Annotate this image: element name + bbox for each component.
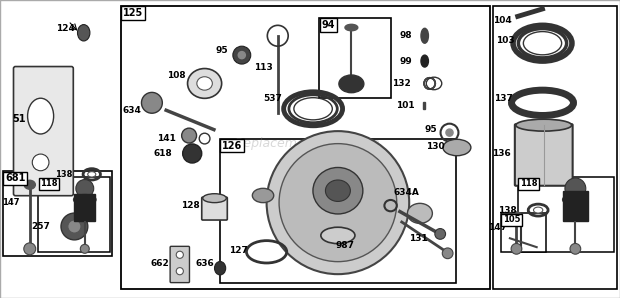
Text: 118: 118	[40, 179, 58, 188]
Text: 113: 113	[254, 63, 273, 72]
Ellipse shape	[267, 131, 409, 274]
Text: 104: 104	[493, 16, 512, 25]
Text: 127: 127	[229, 246, 247, 255]
Ellipse shape	[533, 207, 543, 213]
Text: 662: 662	[151, 259, 169, 268]
Text: 681: 681	[5, 173, 25, 183]
Ellipse shape	[516, 119, 572, 131]
Bar	[74, 194, 95, 221]
Ellipse shape	[443, 139, 471, 156]
Text: 98: 98	[400, 31, 412, 40]
Circle shape	[183, 144, 202, 163]
Ellipse shape	[197, 77, 212, 90]
Text: 95: 95	[425, 125, 437, 134]
Ellipse shape	[27, 98, 54, 134]
FancyBboxPatch shape	[515, 124, 573, 186]
FancyBboxPatch shape	[14, 66, 73, 196]
Ellipse shape	[421, 28, 428, 43]
Bar	[319, 18, 391, 98]
Ellipse shape	[326, 180, 350, 201]
Ellipse shape	[88, 172, 95, 177]
Text: 634A: 634A	[393, 188, 419, 197]
Bar	[121, 6, 490, 289]
Circle shape	[565, 178, 586, 199]
Circle shape	[182, 128, 197, 143]
Circle shape	[238, 52, 246, 59]
Bar	[501, 213, 546, 252]
Text: 141: 141	[157, 134, 175, 143]
Bar	[38, 177, 110, 252]
Text: 130: 130	[426, 142, 445, 150]
Circle shape	[24, 243, 36, 255]
Circle shape	[141, 92, 162, 113]
Text: 94: 94	[321, 20, 335, 30]
Circle shape	[233, 46, 250, 64]
Text: 987: 987	[336, 241, 355, 250]
Text: 126: 126	[222, 141, 242, 150]
Circle shape	[68, 220, 81, 233]
Text: 125: 125	[123, 8, 143, 18]
FancyBboxPatch shape	[170, 246, 190, 283]
Ellipse shape	[187, 69, 222, 98]
Text: 118: 118	[520, 179, 537, 188]
FancyBboxPatch shape	[202, 197, 228, 220]
Text: 257: 257	[31, 222, 50, 231]
Circle shape	[446, 129, 453, 136]
Circle shape	[176, 268, 184, 275]
Text: 636: 636	[195, 259, 214, 268]
Circle shape	[570, 243, 581, 254]
Ellipse shape	[339, 75, 364, 93]
Text: 147: 147	[2, 198, 20, 207]
Ellipse shape	[407, 203, 432, 224]
Bar	[493, 6, 617, 289]
Ellipse shape	[215, 262, 226, 275]
Text: 537: 537	[264, 94, 282, 103]
Text: 128: 128	[181, 201, 200, 210]
Ellipse shape	[78, 24, 90, 41]
Circle shape	[76, 179, 94, 198]
Text: 618: 618	[154, 149, 172, 158]
Circle shape	[435, 229, 446, 239]
Bar	[563, 191, 588, 221]
Text: 124: 124	[56, 24, 74, 33]
Circle shape	[442, 248, 453, 259]
Ellipse shape	[203, 194, 226, 203]
Bar	[3, 171, 112, 256]
Bar	[220, 139, 456, 283]
Circle shape	[61, 213, 88, 240]
Text: 51: 51	[12, 114, 26, 124]
Text: 138: 138	[55, 170, 72, 179]
Text: 138: 138	[498, 206, 516, 215]
Text: 132: 132	[392, 79, 411, 88]
Bar	[518, 177, 614, 252]
Text: 147: 147	[489, 224, 507, 232]
Bar	[423, 102, 425, 109]
Text: 108: 108	[167, 72, 186, 80]
Circle shape	[32, 154, 49, 171]
Text: 101: 101	[396, 101, 414, 110]
Text: 137: 137	[494, 94, 513, 103]
Text: 103: 103	[496, 36, 515, 45]
Text: 95: 95	[216, 46, 228, 55]
Ellipse shape	[345, 24, 358, 31]
Circle shape	[176, 251, 184, 258]
Text: 131: 131	[409, 234, 428, 243]
Ellipse shape	[24, 180, 35, 189]
Ellipse shape	[421, 55, 428, 67]
Ellipse shape	[252, 188, 274, 203]
Circle shape	[511, 243, 522, 254]
Ellipse shape	[313, 167, 363, 214]
Ellipse shape	[512, 212, 521, 220]
Text: 99: 99	[400, 57, 412, 66]
Ellipse shape	[279, 144, 397, 262]
Text: eReplacementParts.com: eReplacementParts.com	[228, 136, 380, 150]
Text: 634: 634	[122, 106, 141, 115]
Text: 136: 136	[492, 149, 510, 158]
Ellipse shape	[321, 227, 355, 244]
Circle shape	[81, 244, 89, 253]
Text: 105: 105	[503, 215, 520, 224]
